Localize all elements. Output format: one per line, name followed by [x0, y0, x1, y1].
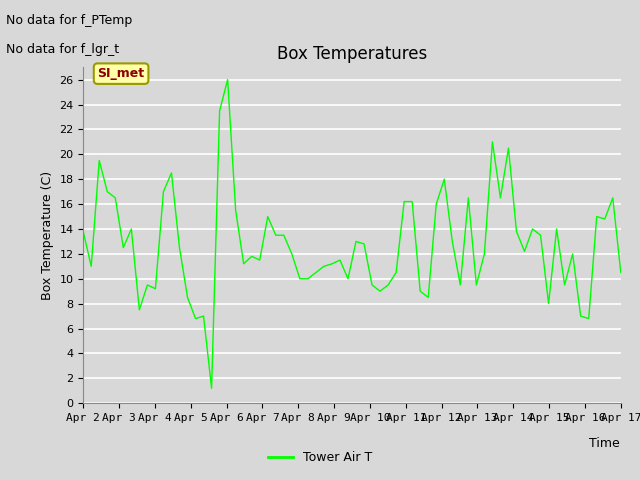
Title: Box Temperatures: Box Temperatures [277, 45, 427, 63]
Legend: Tower Air T: Tower Air T [263, 446, 377, 469]
Text: SI_met: SI_met [97, 67, 145, 80]
Text: No data for f_lgr_t: No data for f_lgr_t [6, 43, 120, 56]
Y-axis label: Box Temperature (C): Box Temperature (C) [41, 170, 54, 300]
Text: No data for f_PTemp: No data for f_PTemp [6, 14, 132, 27]
X-axis label: Time: Time [589, 437, 620, 450]
